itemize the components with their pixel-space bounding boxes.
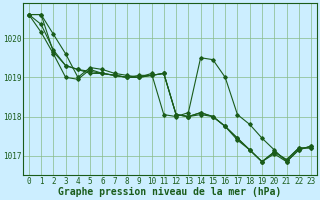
X-axis label: Graphe pression niveau de la mer (hPa): Graphe pression niveau de la mer (hPa) bbox=[58, 187, 282, 197]
